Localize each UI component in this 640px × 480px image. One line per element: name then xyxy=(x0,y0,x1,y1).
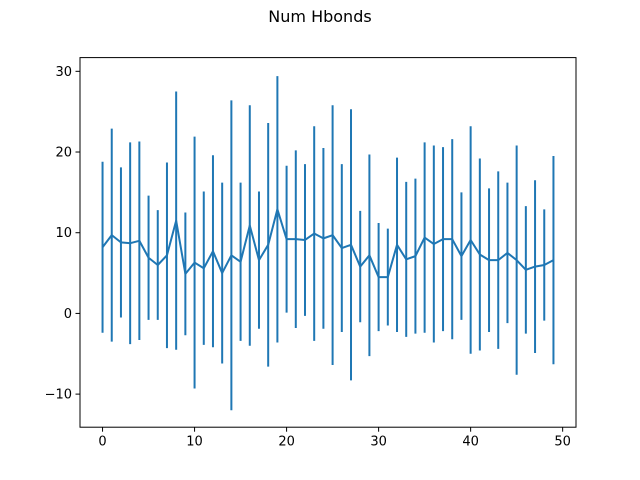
x-tick-label: 0 xyxy=(98,435,106,450)
x-tick-label: 10 xyxy=(186,435,203,450)
x-tick-label: 50 xyxy=(554,435,571,450)
plot-area xyxy=(101,76,555,411)
axis-ticks: 0 10 20 30 40 50 −10 0 10 20 30 xyxy=(45,65,571,450)
axes-frame xyxy=(79,57,577,428)
y-tick-label: −10 xyxy=(45,388,72,403)
y-tick-label: 30 xyxy=(55,65,72,80)
x-tick-label: 20 xyxy=(278,435,295,450)
y-tick-label: 20 xyxy=(55,146,72,161)
series-line xyxy=(101,208,554,279)
x-tick-label: 40 xyxy=(462,435,479,450)
y-tick-label: 10 xyxy=(55,226,72,241)
y-tick-label: 0 xyxy=(64,307,72,322)
x-tick-label: 30 xyxy=(370,435,387,450)
chart-title: Num Hbonds xyxy=(268,7,371,26)
